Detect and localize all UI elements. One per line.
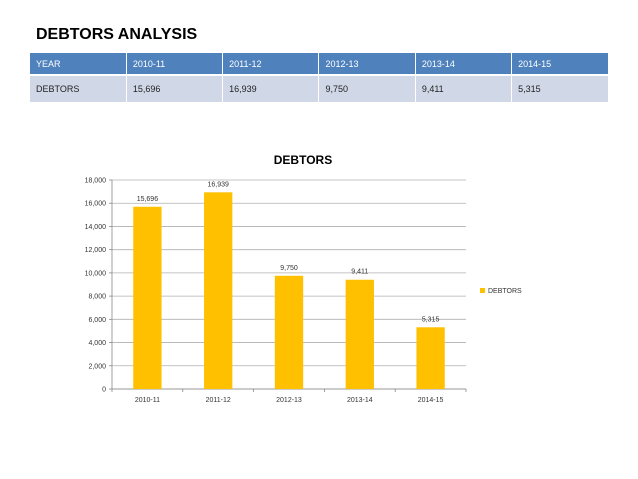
table-cell: 5,315 [511, 74, 608, 102]
bar [345, 279, 374, 389]
page-title: DEBTORS ANALYSIS [36, 26, 198, 43]
x-tick-label: 2010-11 [135, 397, 160, 404]
data-label: 5,315 [422, 316, 440, 323]
data-label: 9,411 [351, 269, 368, 276]
bar [274, 275, 304, 389]
table-cell: 9,411 [415, 74, 513, 102]
bar [204, 192, 233, 389]
bar [133, 206, 162, 389]
table-cell: 15,696 [126, 74, 224, 102]
bar [416, 327, 445, 389]
y-tick-label: 12,000 [85, 247, 107, 254]
data-label: 16,939 [207, 181, 229, 188]
y-tick-label: 14,000 [85, 224, 107, 231]
chart-title: DEBTORS [274, 153, 332, 167]
y-tick-label: 16,000 [85, 201, 107, 208]
x-tick-label: 2014-15 [418, 397, 444, 404]
legend-label: DEBTORS [488, 288, 522, 295]
data-label: 15,696 [137, 196, 159, 203]
header-cell: 2013-14 [415, 53, 513, 75]
data-label: 9,750 [280, 265, 298, 272]
y-tick-label: 2,000 [88, 363, 106, 370]
table-cell: 9,750 [318, 74, 416, 102]
table-row: DEBTORS 15,696 16,939 9,750 9,411 5,315 [30, 74, 608, 102]
header-cell: 2014-15 [511, 53, 608, 75]
debtors-table: YEAR 2010-11 2011-12 2012-13 2013-14 201… [30, 53, 608, 102]
table-cell: DEBTORS [30, 74, 127, 102]
table-header-row: YEAR 2010-11 2011-12 2012-13 2013-14 201… [30, 53, 608, 75]
y-tick-label: 18,000 [85, 178, 107, 185]
header-cell: 2010-11 [126, 53, 224, 75]
x-tick-label: 2011-12 [206, 397, 231, 404]
x-tick-label: 2012-13 [276, 397, 302, 404]
y-tick-label: 6,000 [88, 317, 106, 324]
header-cell: 2012-13 [318, 53, 416, 75]
table-cell: 16,939 [222, 74, 320, 102]
header-cell: YEAR [30, 53, 127, 75]
y-tick-label: 0 [102, 387, 106, 394]
header-cell: 2011-12 [222, 53, 320, 75]
y-tick-label: 10,000 [85, 270, 107, 277]
y-tick-label: 4,000 [88, 340, 106, 347]
y-tick-label: 8,000 [88, 294, 106, 301]
legend-swatch [480, 288, 485, 293]
x-tick-label: 2013-14 [347, 397, 373, 404]
